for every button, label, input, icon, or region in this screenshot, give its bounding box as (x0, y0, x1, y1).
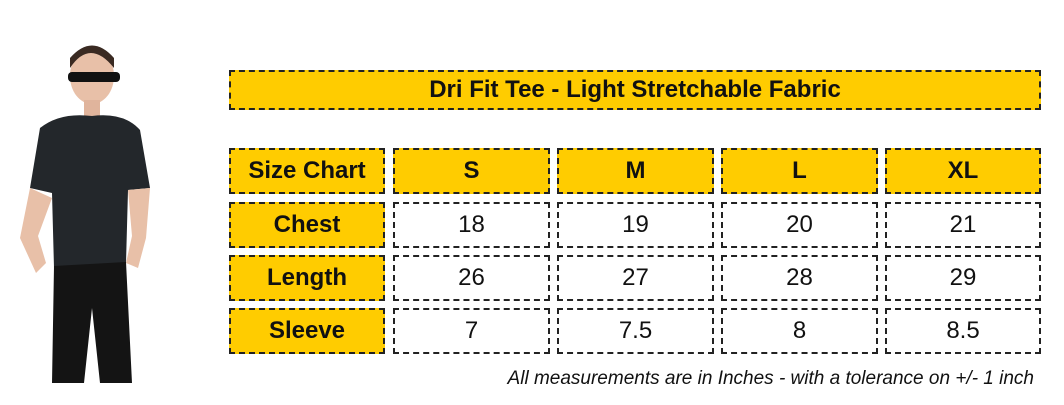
size-header: XL (885, 148, 1041, 194)
row-label: Chest (229, 202, 385, 248)
table-cell: 7 (393, 308, 550, 354)
size-header: M (557, 148, 714, 194)
table-cell: 27 (557, 255, 714, 301)
table-cell: 20 (721, 202, 878, 248)
measurement-note: All measurements are in Inches - with a … (507, 368, 1034, 389)
size-header: L (721, 148, 878, 194)
table-cell: 28 (721, 255, 878, 301)
table-cell: 29 (885, 255, 1041, 301)
table-cell: 26 (393, 255, 550, 301)
model-photo (20, 45, 150, 383)
table-cell: 8 (721, 308, 878, 354)
table-cell: 21 (885, 202, 1041, 248)
table-cell: 7.5 (557, 308, 714, 354)
table-cell: 8.5 (885, 308, 1041, 354)
chart-title: Dri Fit Tee - Light Stretchable Fabric (229, 70, 1041, 110)
table-cell: 18 (393, 202, 550, 248)
row-label: Length (229, 255, 385, 301)
table-corner-header: Size Chart (229, 148, 385, 194)
size-header: S (393, 148, 550, 194)
row-label: Sleeve (229, 308, 385, 354)
table-cell: 19 (557, 202, 714, 248)
